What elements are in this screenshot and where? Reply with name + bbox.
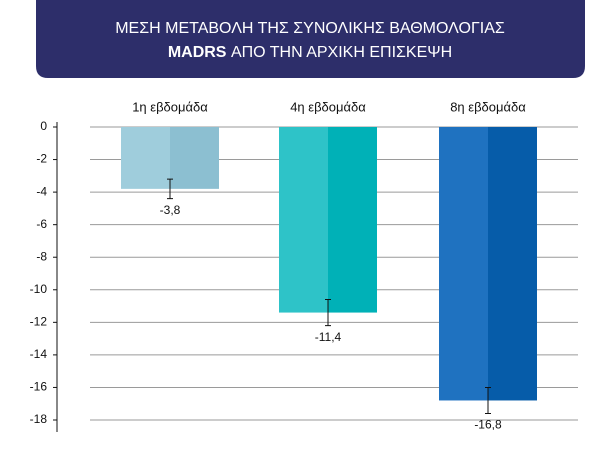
- x-category-label: 4η εβδομάδα: [290, 99, 366, 114]
- bar-left: [279, 127, 328, 313]
- y-tick-label: -8: [36, 249, 47, 263]
- chart-title: ΜΕΣΗ ΜΕΤΑΒΟΛΗ ΤΗΣ ΣΥΝΟΛΙΚΗΣ ΒΑΘΜΟΛΟΓΙΑΣ: [115, 20, 505, 37]
- bar: [279, 127, 377, 313]
- value-label: -11,4: [315, 330, 342, 344]
- header-box: [36, 0, 585, 78]
- bar-right: [488, 127, 537, 401]
- chart-title-bold: MADRS: [168, 44, 227, 61]
- bar: [439, 127, 537, 401]
- y-tick-label: -4: [36, 184, 47, 198]
- y-tick-label: -12: [30, 315, 48, 329]
- y-tick-label: 0: [40, 119, 47, 133]
- bar-left: [439, 127, 488, 401]
- bar: [121, 127, 219, 189]
- y-tick-label: -10: [30, 282, 48, 296]
- value-label: -3,8: [160, 203, 181, 217]
- y-tick-label: -18: [30, 412, 48, 426]
- y-tick-label: -14: [30, 347, 48, 361]
- chart-title: MADRS ΑΠΟ ΤΗΝ ΑΡΧΙΚΗ ΕΠΙΣΚΕΨΗ: [168, 44, 452, 61]
- bar-left: [121, 127, 170, 189]
- x-category-label: 8η εβδομάδα: [450, 99, 526, 114]
- x-category-label: 1η εβδομάδα: [132, 99, 208, 114]
- bar-right: [328, 127, 377, 313]
- error-bar: [485, 386, 491, 414]
- error-bar: [167, 178, 173, 200]
- y-tick-label: -2: [36, 152, 47, 166]
- y-tick-label: -6: [36, 217, 47, 231]
- value-label: -16,8: [474, 418, 502, 432]
- error-bar: [325, 299, 331, 327]
- bar-right: [170, 127, 219, 189]
- chart-title-rest: ΑΠΟ ΤΗΝ ΑΡΧΙΚΗ ΕΠΙΣΚΕΨΗ: [231, 44, 452, 61]
- y-tick-label: -16: [30, 380, 48, 394]
